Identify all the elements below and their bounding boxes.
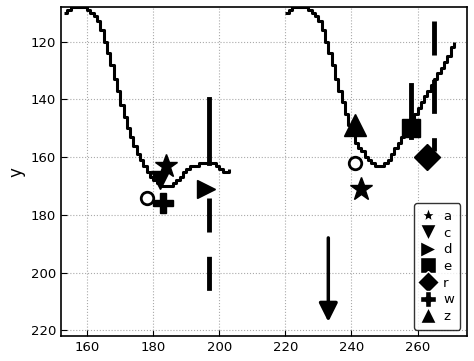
Y-axis label: y: y [7, 167, 25, 177]
Legend: a, c, d, e, r, w, z: a, c, d, e, r, w, z [414, 203, 460, 330]
